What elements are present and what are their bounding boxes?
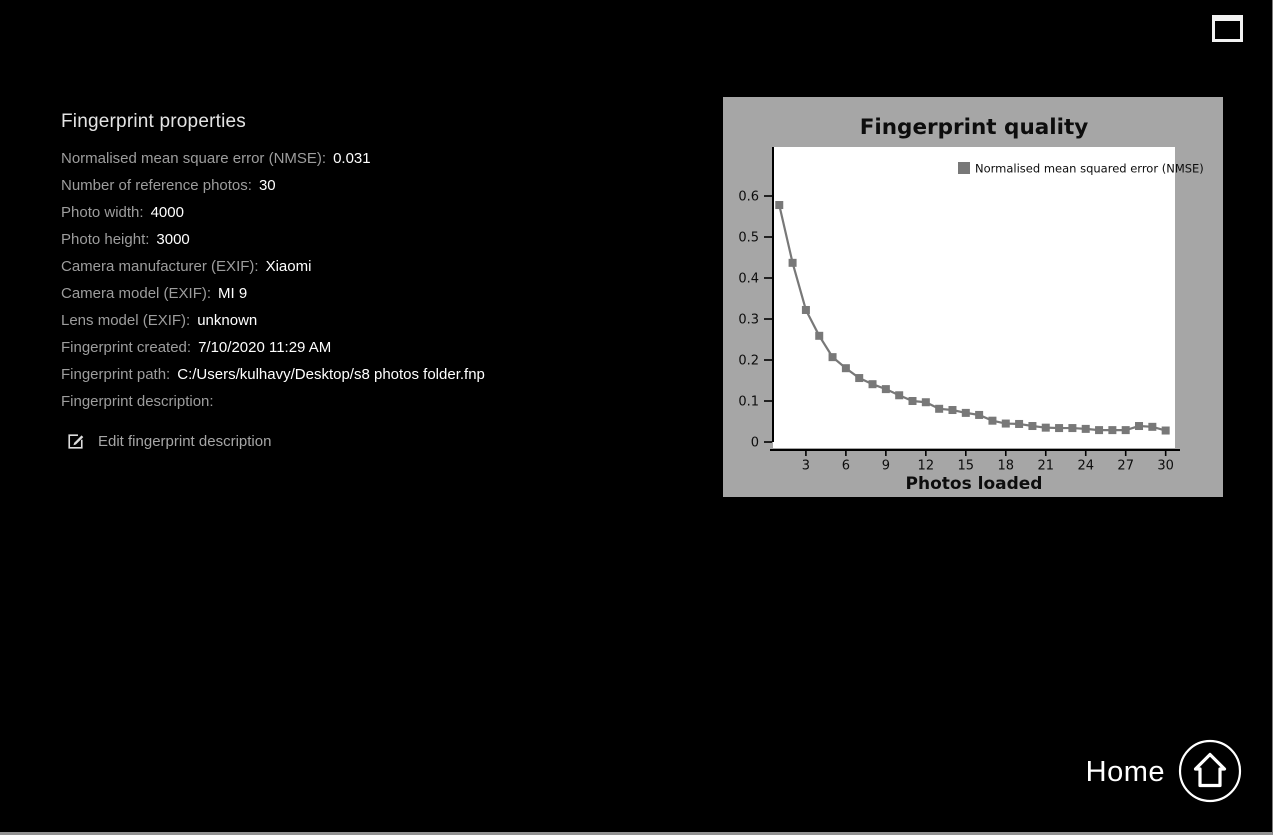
svg-text:0.6: 0.6 — [738, 189, 759, 204]
svg-text:30: 30 — [1157, 459, 1174, 474]
edit-button-label: Edit fingerprint description — [98, 433, 272, 450]
svg-text:3: 3 — [802, 459, 810, 474]
property-row: Camera model (EXIF): MI 9 — [61, 280, 661, 307]
fingerprint-properties-panel: Fingerprint properties Normalised mean s… — [61, 111, 661, 415]
svg-text:27: 27 — [1117, 459, 1134, 474]
property-value: 4000 — [150, 204, 184, 221]
property-row: Fingerprint created: 7/10/2020 11:29 AM — [61, 334, 661, 361]
property-label: Number of reference photos: — [61, 177, 252, 194]
property-label: Lens model (EXIF): — [61, 312, 191, 329]
property-value: 30 — [258, 177, 276, 194]
home-button-label: Home — [1085, 755, 1165, 788]
svg-text:6: 6 — [842, 459, 850, 474]
property-label: Normalised mean square error (NMSE): — [61, 150, 327, 167]
property-row: Camera manufacturer (EXIF): Xiaomi — [61, 253, 661, 280]
fingerprint-quality-chart: Fingerprint quality 0 0.1 0.2 0.3 0.4 0.5 0.6 3 6… — [723, 97, 1223, 497]
edit-fingerprint-description-button[interactable]: Edit fingerprint description — [66, 432, 271, 451]
svg-text:24: 24 — [1077, 459, 1094, 474]
property-label: Fingerprint path: — [61, 366, 171, 383]
property-label: Photo width: — [61, 204, 144, 221]
panel-title: Fingerprint properties — [61, 111, 246, 132]
svg-text:Normalised mean squared error: Normalised mean squared error (NMSE) — [975, 162, 1204, 176]
property-label: Photo height: — [61, 231, 150, 248]
property-label: Fingerprint description: — [61, 393, 214, 410]
property-row: Normalised mean square error (NMSE): 0.03… — [61, 145, 661, 172]
svg-text:21: 21 — [1037, 459, 1054, 474]
property-value: 7/10/2020 11:29 AM — [198, 339, 332, 356]
home-icon — [1178, 739, 1242, 806]
svg-text:Fingerprint quality: Fingerprint quality — [860, 115, 1089, 140]
property-value: MI 9 — [218, 285, 248, 302]
window-icon[interactable] — [1212, 15, 1243, 42]
svg-text:0: 0 — [751, 436, 759, 451]
svg-text:0.1: 0.1 — [738, 395, 759, 410]
property-label: Camera manufacturer (EXIF): — [61, 258, 259, 275]
svg-text:15: 15 — [958, 459, 975, 474]
property-label: Fingerprint created: — [61, 339, 192, 356]
edit-icon — [66, 432, 85, 451]
svg-text:0.5: 0.5 — [738, 230, 759, 245]
home-button[interactable]: Home — [1086, 739, 1242, 805]
property-label: Camera model (EXIF): — [61, 285, 212, 302]
svg-text:18: 18 — [998, 459, 1015, 474]
property-row: Fingerprint path: C:/Users/kulhavy/Deskto… — [61, 361, 661, 388]
property-row: Photo height: 3000 — [61, 226, 661, 253]
svg-text:Photos loaded: Photos loaded — [906, 474, 1043, 494]
property-row: Photo width: 4000 — [61, 199, 661, 226]
svg-text:0.3: 0.3 — [738, 313, 759, 328]
property-value: C:/Users/kulhavy/Desktop/s8 photos folde… — [177, 366, 485, 383]
svg-text:9: 9 — [882, 459, 890, 474]
property-value: unknown — [197, 312, 258, 329]
property-value: 0.031 — [333, 150, 371, 167]
svg-text:12: 12 — [918, 459, 935, 474]
property-list: Normalised mean square error (NMSE): 0.03… — [61, 145, 661, 415]
svg-text:0.2: 0.2 — [738, 354, 759, 369]
property-value: Xiaomi — [265, 258, 312, 275]
property-value: 3000 — [156, 231, 190, 248]
svg-text:0.4: 0.4 — [738, 271, 759, 286]
property-row: Number of reference photos: 30 — [61, 172, 661, 199]
property-row: Fingerprint description: — [61, 388, 661, 415]
property-row: Lens model (EXIF): unknown — [61, 307, 661, 334]
